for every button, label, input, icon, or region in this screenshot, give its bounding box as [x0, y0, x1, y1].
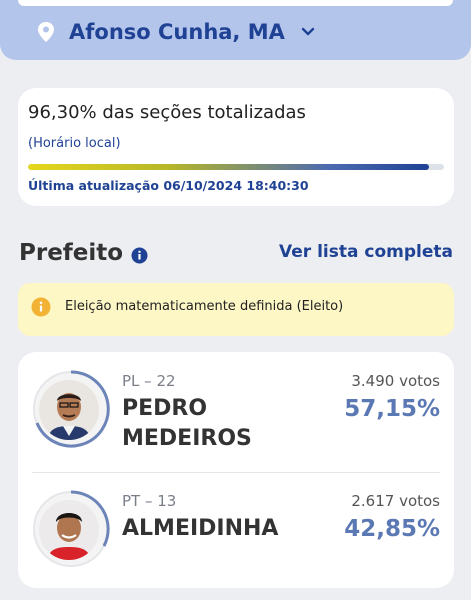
candidates-card: PL – 22 PEDRO MEDEIROS 3.490 votos 57,15… — [18, 352, 454, 588]
candidate-party: PT – 13 — [122, 492, 177, 510]
divider — [32, 472, 440, 473]
candidate-party: PL – 22 — [122, 372, 176, 390]
last-update-text: Última atualização 06/10/2024 18:40:30 — [28, 178, 309, 193]
totalization-card: 96,30% das seções totalizadas (Horário l… — [18, 88, 454, 206]
map-pin-icon — [38, 22, 54, 42]
candidate-avatar — [33, 490, 110, 567]
candidate-percent: 57,15% — [344, 396, 440, 422]
candidate-avatar — [33, 370, 110, 448]
alert-text: Eleição matematicamente definida (Eleito… — [65, 299, 344, 314]
candidate-row[interactable]: PT – 13 ALMEIDINHA 2.617 votos 42,85% — [18, 474, 454, 588]
info-icon[interactable] — [131, 247, 148, 264]
totalization-title: 96,30% das seções totalizadas — [28, 102, 306, 123]
candidate-votes: 2.617 votos — [351, 492, 440, 510]
progress-bar-fill — [28, 164, 429, 170]
location-header[interactable]: Afonso Cunha, MA — [0, 0, 471, 60]
location-selector[interactable]: Afonso Cunha, MA — [36, 20, 315, 44]
section-title: Prefeito — [19, 240, 124, 266]
candidate-name: PEDRO MEDEIROS — [122, 396, 252, 451]
totalization-progress-bar — [28, 164, 444, 170]
candidate-name: ALMEIDINHA — [122, 516, 279, 541]
location-name[interactable]: Afonso Cunha, MA — [69, 20, 285, 44]
local-time-note: (Horário local) — [28, 136, 121, 151]
info-circle-icon — [31, 297, 51, 317]
candidate-percent: 42,85% — [344, 516, 440, 542]
chevron-down-icon[interactable] — [301, 27, 315, 37]
see-full-list-link[interactable]: Ver lista completa — [279, 242, 453, 262]
candidate-votes: 3.490 votos — [351, 372, 440, 390]
top-strip — [18, 0, 453, 6]
candidate-row[interactable]: PL – 22 PEDRO MEDEIROS 3.490 votos 57,15… — [18, 352, 454, 472]
election-status-alert: Eleição matematicamente definida (Eleito… — [18, 283, 454, 336]
